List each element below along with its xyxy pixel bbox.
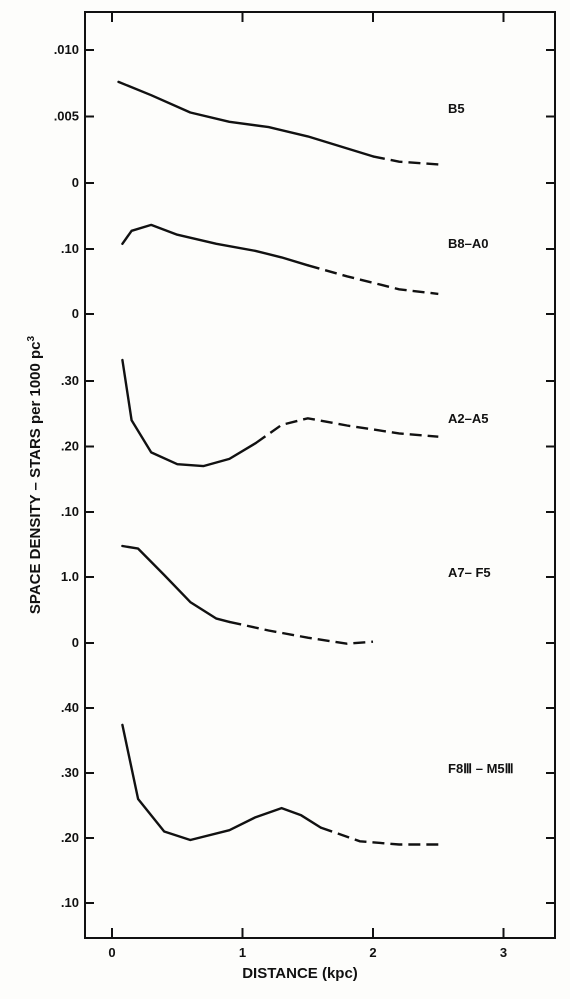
x-axis: 0 1 2 3	[108, 12, 507, 960]
y-tick-label: .005	[54, 109, 79, 124]
y-tick-label: .10	[61, 895, 79, 910]
series-line-solid	[121, 223, 309, 267]
panel-5: .40 .30 .20 .10 F8Ⅲ – M5Ⅲ	[61, 700, 555, 910]
series-line-solid	[117, 80, 375, 158]
series-label: B5	[448, 101, 465, 116]
x-tick-label: 2	[369, 945, 376, 960]
series-line-dashed	[372, 155, 439, 166]
y-tick-label: 1.0	[61, 569, 79, 584]
panel-2: .10 0 B8–A0	[61, 223, 555, 321]
panels: .010 .005 0 B5 .10 0 B8–A0 .30 .20 .10 A2–A5 1.0 0 A7…	[54, 42, 555, 910]
panel-3: .30 .20 .10 A2–A5	[61, 358, 555, 519]
y-tick-label: 0	[72, 306, 79, 321]
y-tick-label: 0	[72, 635, 79, 650]
x-axis-title: DISTANCE (kpc)	[242, 965, 358, 982]
y-axis-title-text: SPACE DENSITY – STARS per 1000 pc	[27, 341, 44, 614]
y-tick-label: .10	[61, 241, 79, 256]
x-tick-label: 0	[108, 945, 115, 960]
y-tick-label: .010	[54, 42, 79, 57]
x-tick-label: 1	[239, 945, 246, 960]
y-tick-label: .20	[61, 830, 79, 845]
series-label: A7– F5	[448, 565, 491, 580]
y-tick-label: 0	[72, 175, 79, 190]
series-line-dashed	[254, 417, 439, 445]
series-line-dashed	[307, 264, 439, 296]
y-axis-title: SPACE DENSITY – STARS per 1000 pc3	[26, 335, 44, 614]
panel-4: 1.0 0 A7– F5	[61, 544, 555, 650]
series-line-dashed	[229, 620, 374, 645]
series-label: F8Ⅲ – M5Ⅲ	[448, 761, 514, 776]
series-line-solid	[121, 723, 322, 842]
series-line-solid	[121, 358, 257, 468]
x-tick-label: 3	[500, 945, 507, 960]
plot-frame	[84, 11, 556, 939]
y-axis-title-superscript: 3	[26, 335, 37, 341]
y-tick-label: .20	[61, 439, 79, 454]
panel-1: .010 .005 0 B5	[54, 42, 555, 190]
y-tick-label: .30	[61, 373, 79, 388]
y-tick-label: .40	[61, 700, 79, 715]
series-line-solid	[121, 544, 231, 624]
y-tick-label: .30	[61, 765, 79, 780]
series-label: B8–A0	[448, 236, 488, 251]
series-label: A2–A5	[448, 411, 488, 426]
series-line-dashed	[320, 826, 439, 846]
y-tick-label: .10	[61, 504, 79, 519]
